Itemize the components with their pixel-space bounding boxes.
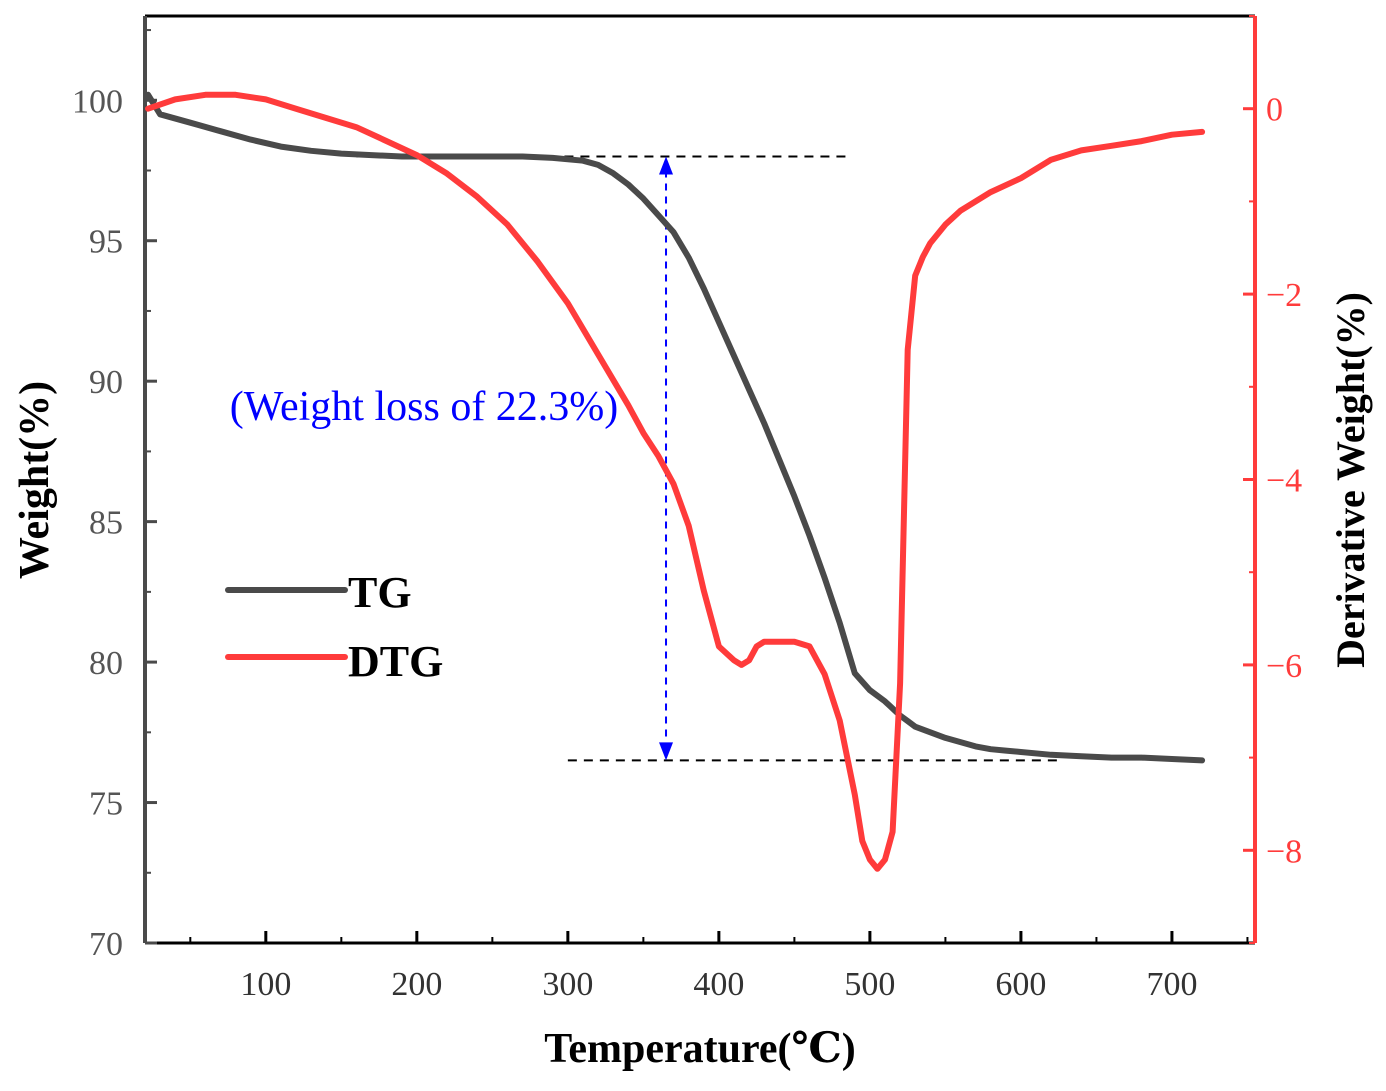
- x-axis-ticks: 100 200 300 400 500 600 700: [189, 931, 1249, 1003]
- x-tick-label: 400: [693, 966, 744, 1003]
- tg-series-line: [145, 91, 1206, 764]
- x-tick-label: 500: [844, 966, 895, 1003]
- left-tick-label: 95: [89, 224, 123, 261]
- left-y-axis-ticks: 70 75 80 85 90 95 100: [72, 29, 157, 963]
- x-tick-label: 300: [542, 966, 593, 1003]
- legend: TG DTG: [225, 568, 443, 686]
- right-y-axis-ticks: 0 −2 −4 −6 −8: [1243, 15, 1302, 944]
- left-tick-label: 100: [72, 83, 123, 120]
- right-tick-label: 0: [1266, 92, 1283, 129]
- right-tick-label: −4: [1266, 463, 1302, 500]
- legend-dtg-label: DTG: [348, 637, 443, 686]
- x-axis-title: Temperature(℃): [544, 1026, 856, 1072]
- weight-loss-label: (Weight loss of 22.3%): [230, 384, 619, 430]
- left-tick-label: 85: [89, 505, 123, 542]
- left-tick-label: 80: [89, 645, 123, 682]
- left-tick-label: 70: [89, 926, 123, 963]
- x-tick-label: 200: [391, 966, 442, 1003]
- legend-tg-label: TG: [348, 568, 412, 617]
- x-tick-label: 600: [995, 966, 1046, 1003]
- arrow-head-up-icon: [659, 156, 674, 175]
- left-y-axis-title: Weight(%): [12, 381, 58, 579]
- right-tick-label: −2: [1266, 277, 1302, 314]
- right-tick-label: −8: [1266, 833, 1302, 870]
- arrow-head-down-icon: [659, 742, 674, 761]
- right-y-axis-title: Derivative Weight(%): [1328, 292, 1373, 668]
- x-tick-label: 100: [240, 966, 291, 1003]
- series-layer: [145, 91, 1206, 872]
- dtg-series-line: [145, 91, 1206, 872]
- plot-frame: [143, 14, 1257, 945]
- x-tick-label: 700: [1146, 966, 1197, 1003]
- left-tick-label: 75: [89, 786, 123, 823]
- weight-loss-annotation: (Weight loss of 22.3%): [230, 155, 1059, 762]
- right-tick-label: −6: [1266, 648, 1302, 685]
- left-tick-label: 90: [89, 364, 123, 401]
